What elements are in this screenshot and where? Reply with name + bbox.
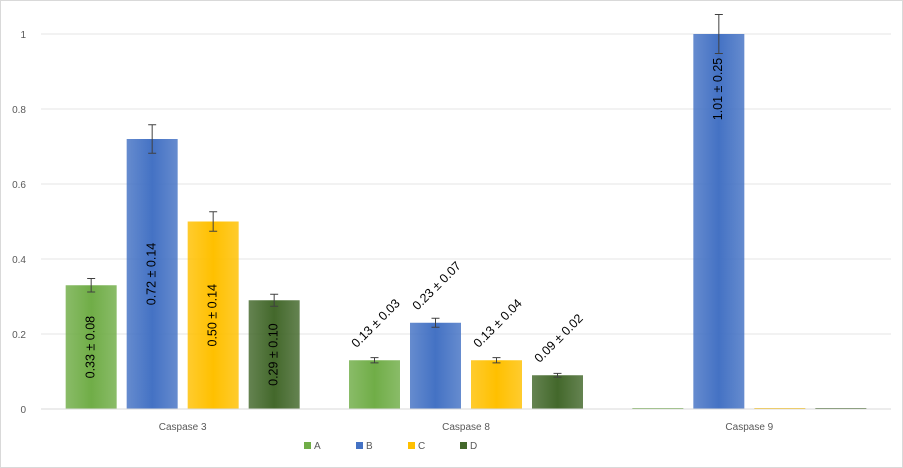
data-label: 0.23 ± 0.07 [410, 259, 464, 313]
legend-swatch [304, 442, 311, 449]
bar-b-0 [126, 139, 178, 409]
y-tick-label: 0.6 [12, 180, 26, 191]
data-label: 0.72 ± 0.14 [144, 243, 158, 306]
data-label: 0.13 ± 0.04 [471, 296, 525, 350]
data-label: 0.13 ± 0.03 [349, 296, 403, 350]
y-tick-label: 0.2 [12, 330, 26, 341]
y-tick-label: 0.4 [12, 255, 26, 266]
legend-label: A [314, 441, 321, 452]
legend-label: B [366, 441, 373, 452]
x-tick-label: Caspase 8 [442, 422, 490, 433]
legend-swatch [460, 442, 467, 449]
x-axis: Caspase 3 Caspase 8 Caspase 9 [41, 408, 891, 433]
data-label: 1.01 ± 0.25 [711, 58, 725, 121]
legend: A B C D [304, 441, 477, 452]
bar-d-1 [532, 375, 583, 409]
y-tick-label: 0.8 [12, 105, 26, 116]
y-tick-label: 0 [20, 405, 26, 416]
x-tick-label: Caspase 3 [159, 422, 207, 433]
gridlines [41, 33, 891, 335]
y-axis-ticks: 0 0.2 0.4 0.6 0.8 1 [12, 30, 26, 416]
bar-c-1 [471, 360, 522, 409]
bar-b-2 [693, 34, 745, 409]
data-label: 0.33 ± 0.08 [83, 316, 97, 379]
legend-label: D [470, 441, 477, 452]
legend-swatch [408, 442, 415, 449]
bar-c-0 [187, 221, 239, 409]
bars [65, 14, 867, 409]
bar-a-0 [65, 285, 117, 409]
data-label: 0.29 ± 0.10 [266, 323, 280, 386]
data-label: 0.50 ± 0.14 [205, 284, 219, 347]
data-labels: 0.33 ± 0.08 0.72 ± 0.14 0.50 ± 0.14 0.29 ± … [83, 58, 725, 386]
data-label: 0.09 ± 0.02 [532, 311, 586, 365]
x-tick-label: Caspase 9 [725, 422, 773, 433]
y-tick-label: 1 [20, 30, 26, 41]
bar-d-0 [248, 300, 300, 409]
legend-label: C [418, 441, 425, 452]
bar-b-1 [410, 322, 461, 409]
legend-swatch [356, 442, 363, 449]
bar-a-1 [349, 360, 400, 409]
